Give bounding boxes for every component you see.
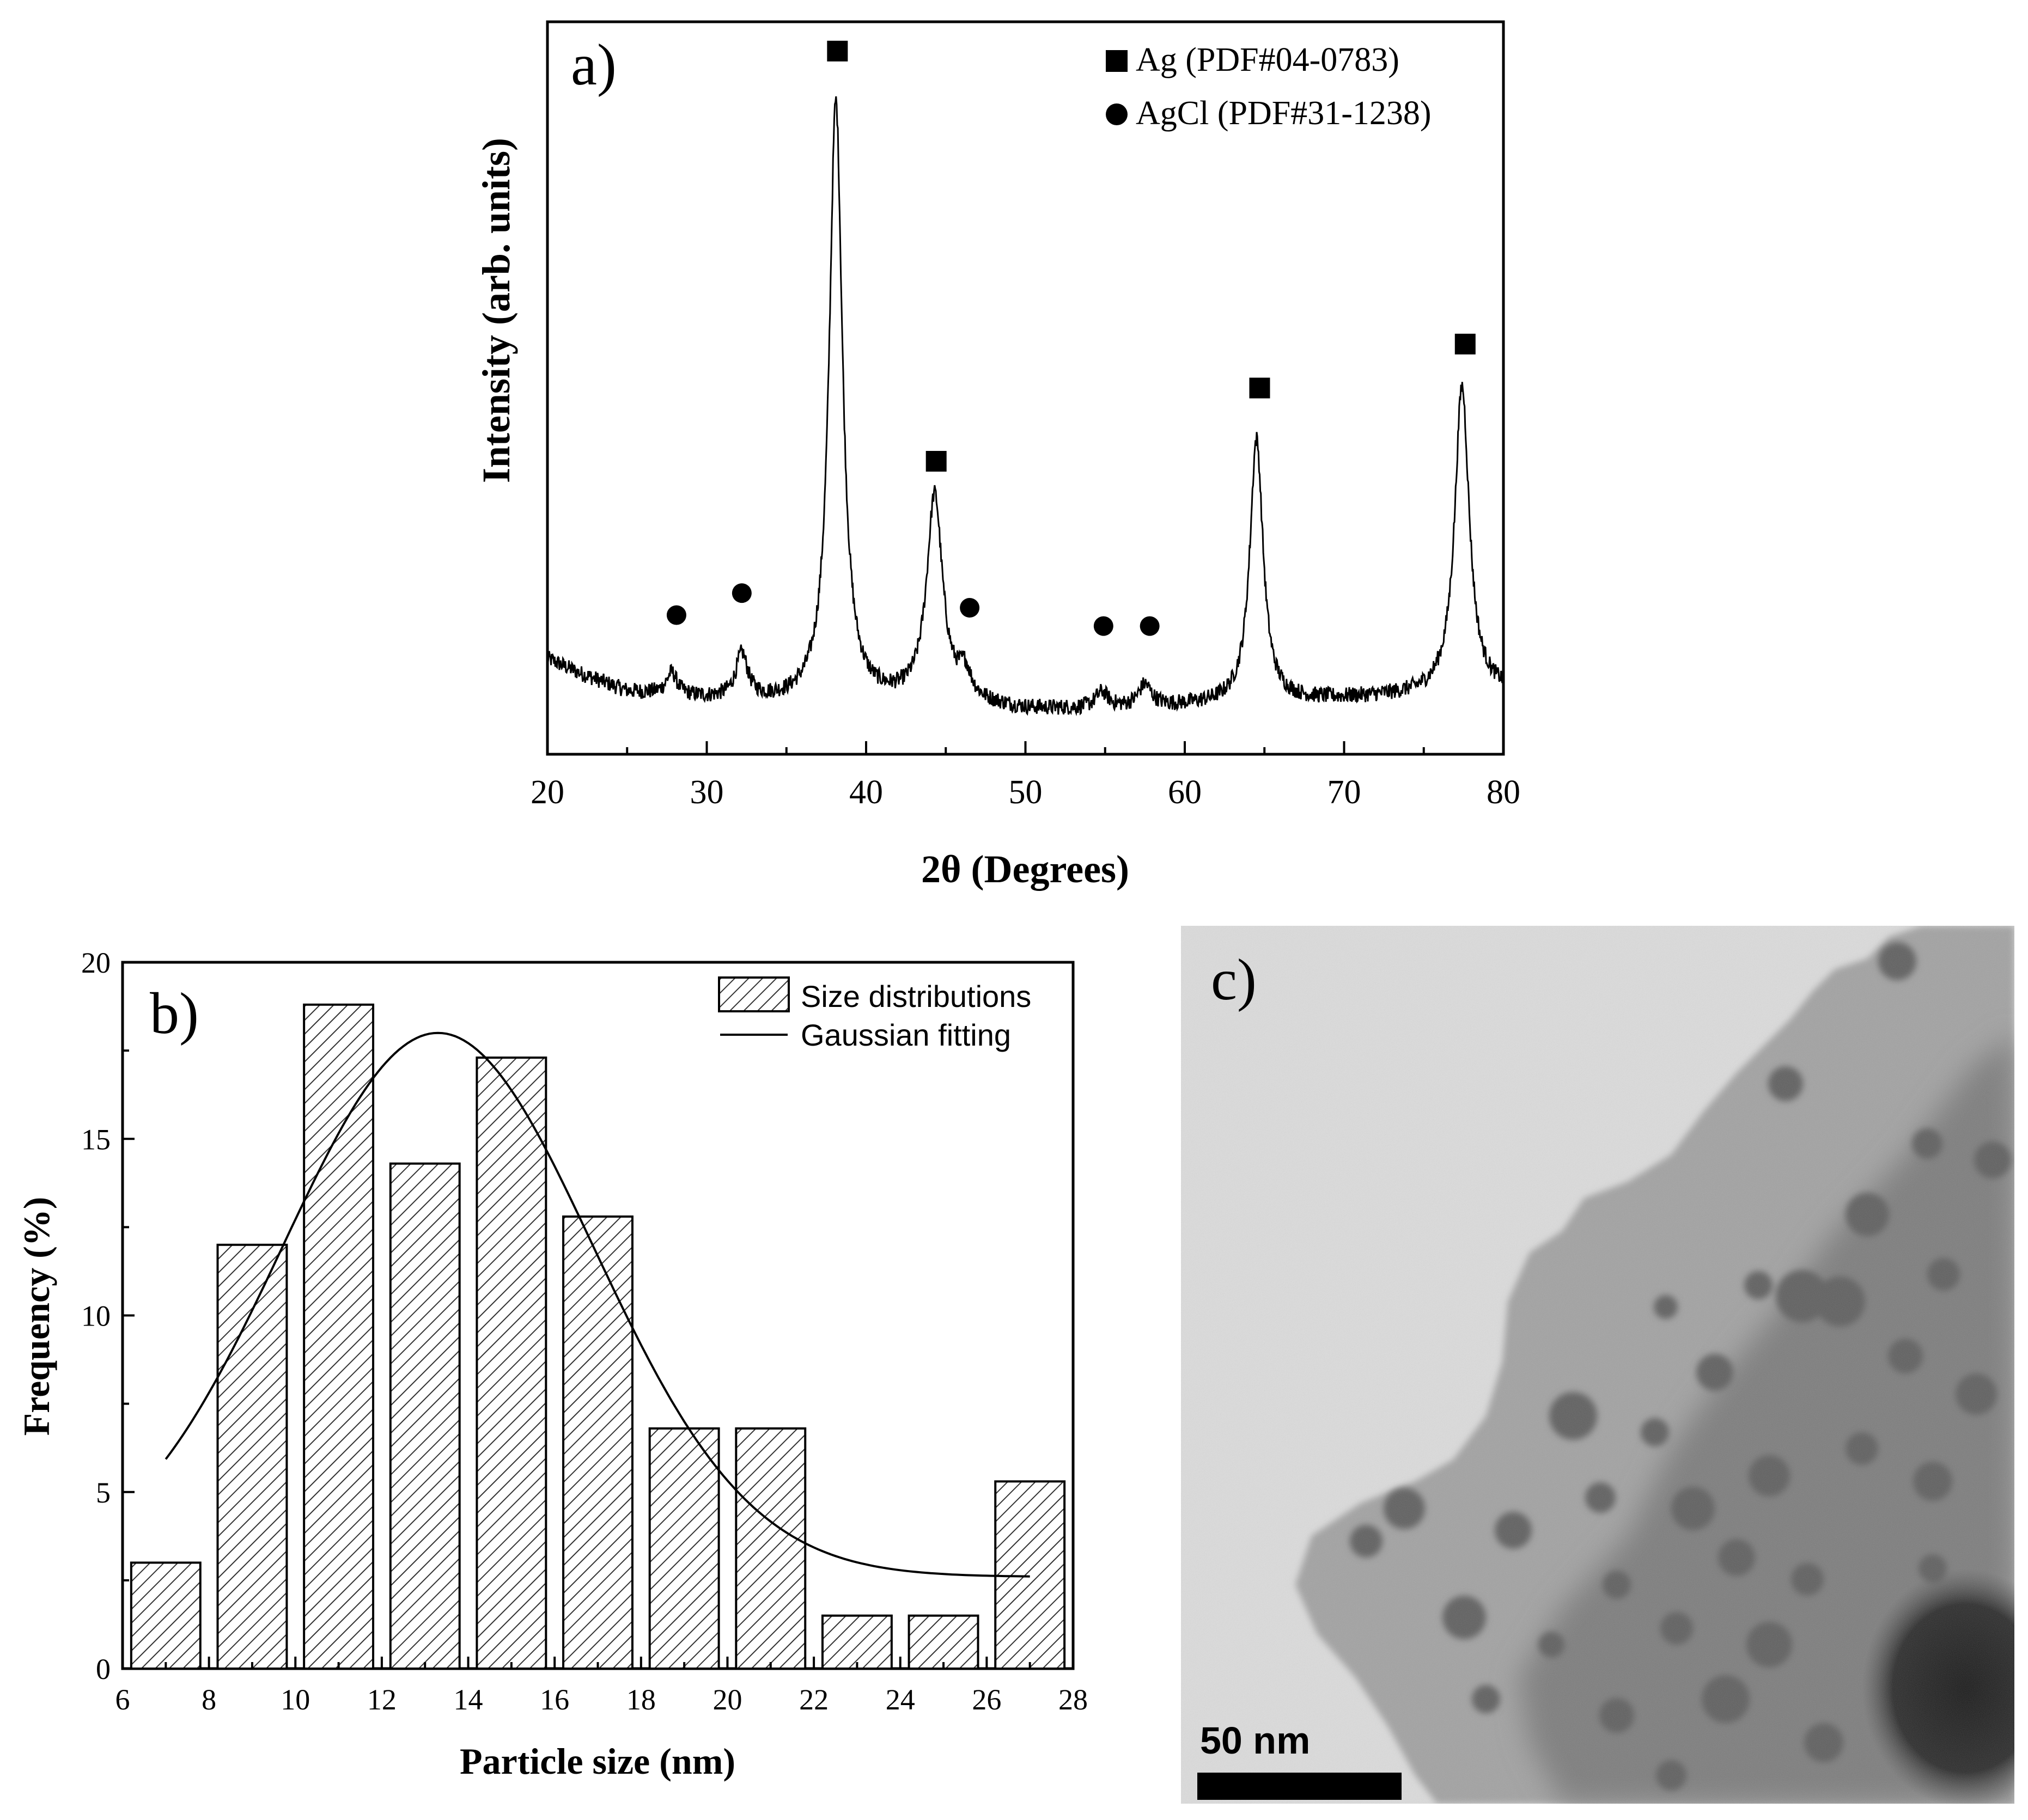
size-x-tick-label: 14 — [454, 1683, 483, 1716]
size-y-axis-label: Frequency (%) — [16, 1197, 57, 1436]
size-x-tick-label: 28 — [1058, 1683, 1088, 1716]
tem-micrograph: c) 50 nm — [1181, 926, 2014, 1804]
xrd-y-axis-label: Intensity (arb. units) — [474, 138, 518, 483]
legend-agcl-label: AgCl (PDF#31-1238) — [1136, 95, 1432, 132]
histogram-bar-6 — [648, 1427, 720, 1670]
size-x-tick-label: 26 — [972, 1683, 1001, 1716]
agcl-peak-marker-6 — [1140, 616, 1160, 636]
size-x-tick-label: 16 — [540, 1683, 569, 1716]
legend-size-distribution-label: Size distributions — [801, 979, 1031, 1013]
histogram-bar-9 — [908, 1614, 979, 1670]
xrd-x-axis-ticks: 20 30 40 50 60 70 80 — [531, 741, 1520, 811]
histogram-bar-4 — [476, 1056, 547, 1670]
histogram-bar-7 — [735, 1427, 807, 1670]
xrd-x-axis-label: 2θ (Degrees) — [921, 847, 1129, 891]
size-y-tick-label: 10 — [81, 1300, 111, 1333]
legend-ag-square-marker — [1106, 50, 1128, 72]
size-x-tick-label: 10 — [281, 1683, 310, 1716]
size-x-tick-label: 24 — [886, 1683, 915, 1716]
size-x-axis-ticks: 6 8 10 12 14 16 18 20 22 24 26 28 — [115, 1657, 1088, 1716]
ag-peak-marker-2 — [827, 40, 848, 62]
legend-gaussian-label: Gaussian fitting — [801, 1018, 1011, 1052]
scale-bar — [1197, 1773, 1402, 1800]
size-y-tick-label: 5 — [96, 1476, 111, 1509]
size-legend: Size distributions Gaussian fitting — [718, 976, 1031, 1052]
size-x-tick-label: 12 — [367, 1683, 397, 1716]
xrd-x-tick-label: 40 — [849, 774, 883, 811]
size-x-tick-label: 20 — [712, 1683, 742, 1716]
size-histogram-bars — [130, 1003, 1066, 1670]
histogram-bar-3 — [389, 1162, 461, 1670]
ag-peak-marker-3 — [925, 451, 947, 472]
histogram-bar-5 — [562, 1215, 634, 1670]
histogram-bar-0 — [130, 1561, 202, 1670]
size-x-tick-label: 22 — [799, 1683, 829, 1716]
size-x-axis-label: Particle size (nm) — [460, 1740, 735, 1782]
legend-size-distribution-swatch — [718, 976, 790, 1012]
xrd-x-tick-label: 80 — [1487, 774, 1520, 811]
size-y-tick-label: 0 — [96, 1653, 111, 1685]
histogram-bar-8 — [821, 1614, 893, 1670]
ag-peak-marker-8 — [1454, 333, 1476, 355]
xrd-x-tick-label: 30 — [690, 774, 724, 811]
agcl-peak-marker-5 — [1093, 616, 1113, 636]
legend-ag-label: Ag (PDF#04-0783) — [1136, 41, 1399, 78]
size-x-tick-label: 6 — [115, 1683, 130, 1716]
size-y-tick-label: 15 — [81, 1123, 111, 1156]
size-x-tick-label: 8 — [202, 1683, 216, 1716]
size-y-axis-ticks: 0 5 10 15 20 — [81, 946, 135, 1685]
histogram-bar-1 — [216, 1243, 288, 1670]
size-panel-label: b) — [150, 981, 199, 1046]
xrd-panel-label: a) — [571, 33, 617, 97]
size-x-tick-label: 18 — [626, 1683, 656, 1716]
agcl-peak-marker-4 — [960, 598, 980, 618]
xrd-pattern-line — [546, 96, 1505, 717]
xrd-peak-markers — [666, 40, 1476, 636]
xrd-chart: 20 30 40 50 60 70 80 a) Ag (PDF#04-0783) AgCl … — [474, 20, 1520, 891]
xrd-x-tick-label: 70 — [1327, 774, 1361, 811]
xrd-trace — [546, 96, 1505, 717]
xrd-legend: Ag (PDF#04-0783) AgCl (PDF#31-1238) — [1106, 41, 1432, 132]
xrd-x-tick-label: 50 — [1009, 774, 1043, 811]
histogram-bar-2 — [303, 1003, 375, 1670]
scale-bar-label: 50 nm — [1200, 1719, 1310, 1762]
agcl-peak-marker-1 — [732, 583, 752, 603]
tem-panel-label: c) — [1211, 948, 1257, 1012]
size-distribution-chart: 6 8 10 12 14 16 18 20 22 24 26 28 0 5 10 15 20 b) Size … — [16, 946, 1088, 1782]
tem-noise-overlay — [1181, 926, 2014, 1804]
xrd-x-tick-label: 60 — [1168, 774, 1202, 811]
agcl-peak-marker-0 — [666, 605, 686, 625]
ag-peak-marker-7 — [1249, 377, 1270, 399]
size-y-tick-label: 20 — [81, 946, 111, 979]
xrd-x-tick-label: 20 — [531, 774, 564, 811]
legend-agcl-circle-marker — [1106, 103, 1128, 125]
gaussian-fit-curve — [165, 1031, 1030, 1578]
